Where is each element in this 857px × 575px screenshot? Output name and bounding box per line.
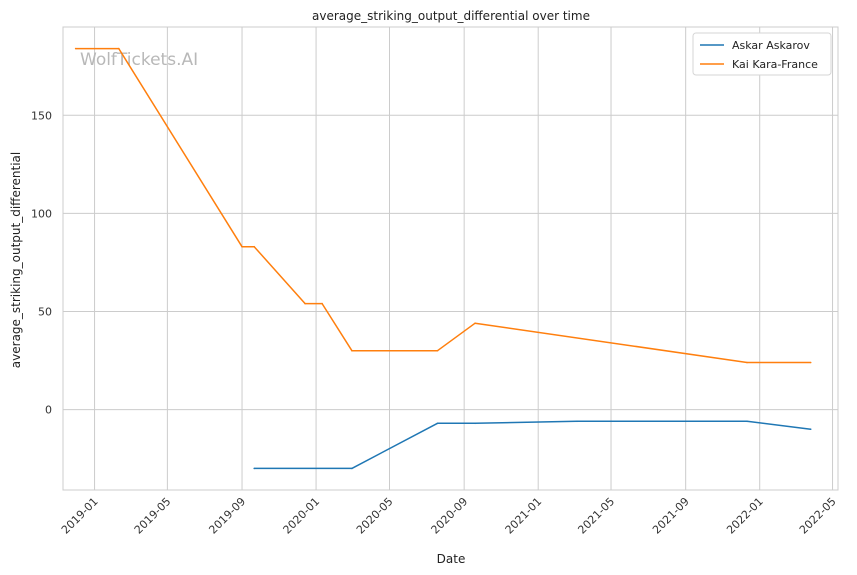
chart-title: average_striking_output_differential ove… [312,9,590,23]
y-tick-label: 0 [45,404,52,417]
data-point-askar-askarov [576,420,578,423]
grid [63,27,838,490]
data-point-askar-askarov [253,467,255,470]
data-point-kai-kara-france [304,302,306,305]
data-point-kai-kara-france [241,245,243,248]
legend-box [692,32,832,76]
data-point-kai-kara-france [351,349,353,352]
watermark: WolfTickets.AI [80,50,198,70]
series-layer [74,47,812,470]
data-point-kai-kara-france [118,47,120,50]
data-point-askar-askarov [351,467,353,470]
data-point-kai-kara-france [809,361,812,364]
data-point-askar-askarov [746,420,748,423]
legend-label-askar-askarov: Askar Askarov [732,39,810,52]
data-point-kai-kara-france [746,361,748,364]
data-point-askar-askarov [436,422,439,425]
data-point-kai-kara-france [253,245,255,248]
y-axis-label: average_striking_output_differential [9,152,23,368]
y-tick-label: 50 [38,305,52,318]
data-point-kai-kara-france [436,349,439,352]
plot-frame [62,26,839,491]
data-point-kai-kara-france [474,322,476,325]
data-point-kai-kara-france [74,47,77,50]
y-tick-label: 100 [31,207,52,220]
legend: Askar Askarov Kai Kara-France [692,32,832,76]
legend-label-kai-kara-france: Kai Kara-France [732,58,818,71]
data-point-askar-askarov [474,422,476,425]
y-tick-label: 150 [31,109,52,122]
x-axis-label: Date [437,552,466,566]
data-point-kai-kara-france [321,302,323,305]
data-point-askar-askarov [809,428,812,431]
